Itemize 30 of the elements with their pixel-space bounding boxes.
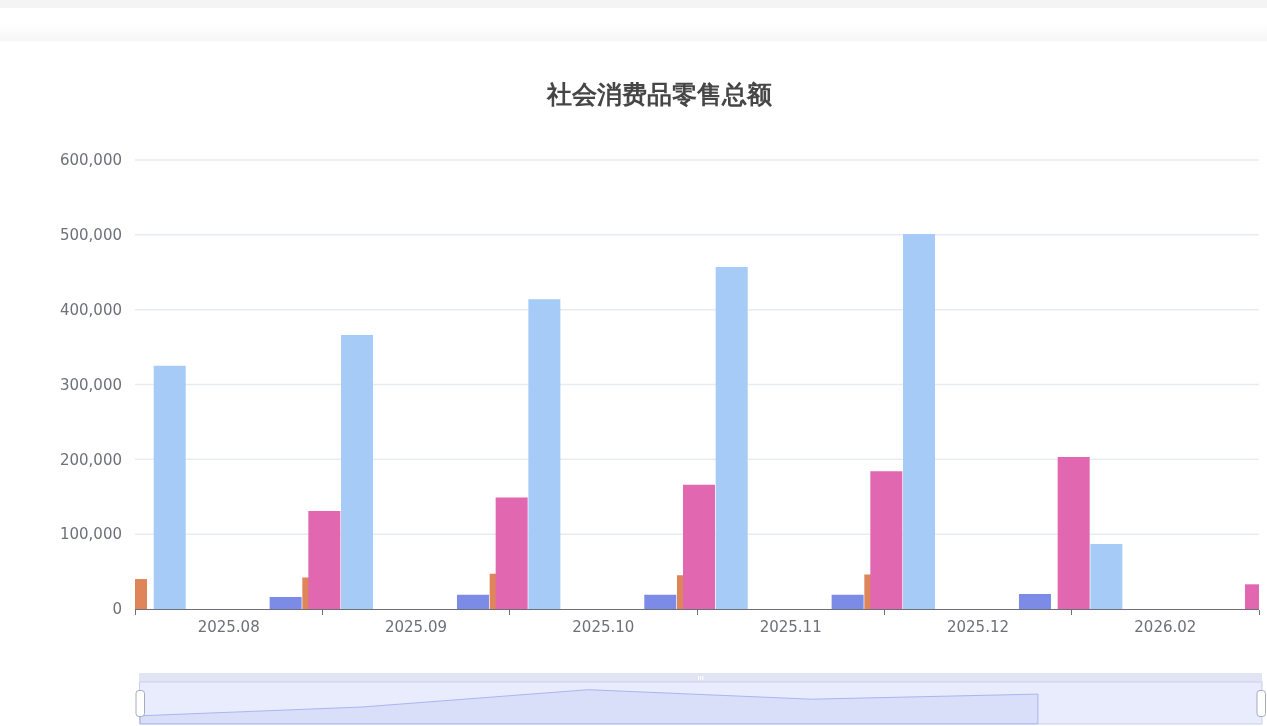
bar [308,510,341,609]
bar [1057,457,1090,609]
bar [903,234,936,609]
y-tick-label: 400,000 [59,300,122,319]
x-tick-label: 2025.08 [197,618,260,636]
x-tick-label: 2026.02 [1134,618,1197,636]
bar [269,597,302,609]
bar [495,497,528,609]
y-tick-label: 0 [112,600,122,619]
chart-title: 社会消费品零售总额 [546,79,773,109]
x-tick-label: 2025.11 [759,618,822,636]
bar [1090,543,1123,609]
bar [870,471,903,609]
bar [456,594,489,609]
bar [831,594,864,609]
bar [528,299,561,609]
y-tick-label: 200,000 [59,450,122,469]
y-tick-label: 600,000 [59,151,122,170]
bar [341,335,374,609]
bar [715,267,748,609]
y-tick-label: 100,000 [59,525,122,544]
y-tick-label: 300,000 [59,375,122,394]
bar [1018,594,1051,609]
bar [644,594,677,609]
bar [683,484,715,609]
x-tick-label: 2025.09 [384,618,448,636]
x-tick-label: 2025.12 [946,618,1010,636]
bar [153,365,186,609]
x-tick-label: 2025.10 [572,618,635,636]
y-tick-label: 500,000 [59,226,122,245]
